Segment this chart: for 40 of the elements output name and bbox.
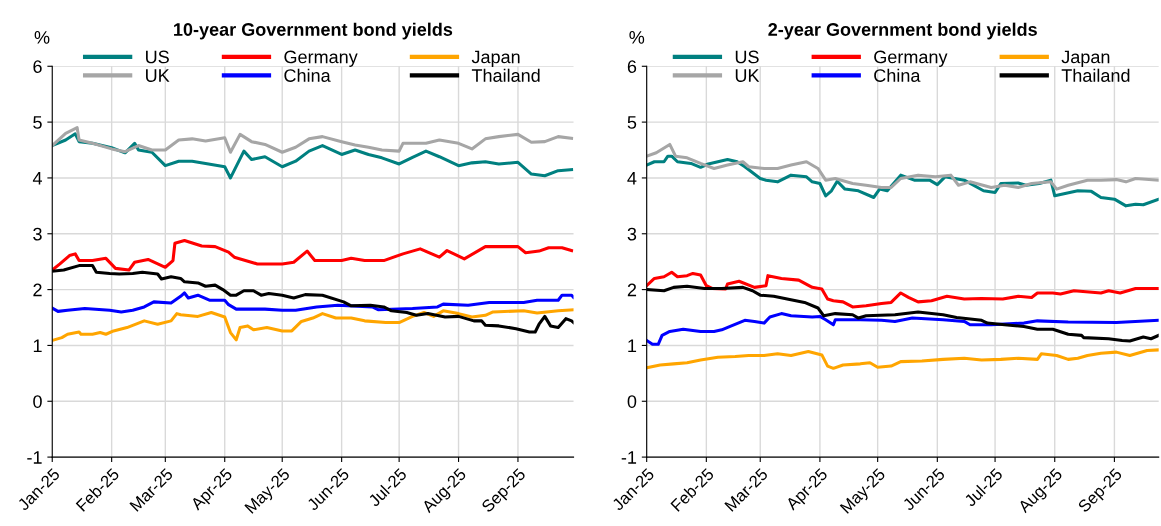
y-tick-label: 6 <box>627 60 637 73</box>
legend-label: Germany <box>874 50 948 67</box>
legend-label: Thailand <box>471 68 540 82</box>
legend-label: China <box>874 68 921 82</box>
line-series <box>52 238 574 272</box>
y-tick-label: 2 <box>627 283 637 297</box>
legend-label: UK <box>735 69 760 82</box>
legend-label: UK <box>146 69 170 82</box>
chart-title: 2-year Government bond yields <box>768 22 1037 40</box>
y-tick-label: 5 <box>627 116 637 129</box>
y-tick-label: 1 <box>33 339 42 352</box>
line-series <box>52 126 574 154</box>
y-tick-label: 4 <box>32 172 42 185</box>
legend-label: Japan <box>471 50 520 67</box>
legend-label: Thailand <box>1061 68 1130 82</box>
y-tick-label: -1 <box>27 451 42 464</box>
y-tick-label: 1 <box>628 339 637 352</box>
y-axis-title: % <box>629 31 645 44</box>
legend-label: Japan <box>1061 50 1110 67</box>
y-tick-label: -1 <box>621 451 637 464</box>
line-series <box>52 291 574 314</box>
y-tick-label: 2 <box>33 283 42 297</box>
y-tick-label: 6 <box>33 60 42 73</box>
y-tick-label: 3 <box>627 227 637 241</box>
y-tick-label: 3 <box>33 227 42 241</box>
line-series <box>646 270 1159 309</box>
line-series <box>646 142 1159 191</box>
line-series <box>646 348 1159 370</box>
y-tick-label: 0 <box>33 395 42 408</box>
y-tick-label: 4 <box>627 172 637 185</box>
legend-label: Germany <box>284 50 358 67</box>
y-axis-title: % <box>34 31 50 44</box>
legend-label: US <box>735 50 759 64</box>
chart-title: 10-year Government bond yields <box>174 22 453 40</box>
y-tick-label: 5 <box>33 116 42 129</box>
legend-label: China <box>284 68 331 82</box>
line-series <box>52 308 574 342</box>
line-series <box>646 312 1159 346</box>
y-tick-label: 0 <box>627 395 637 408</box>
legend-label: US <box>146 50 169 64</box>
